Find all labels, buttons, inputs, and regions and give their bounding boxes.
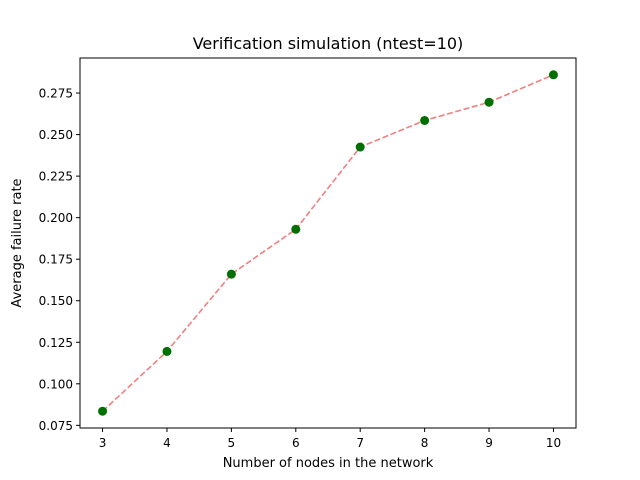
series-line — [102, 74, 554, 412]
y-tick-label: 0.275 — [39, 87, 73, 101]
x-tick-label: 5 — [228, 436, 236, 450]
data-point — [162, 346, 172, 356]
data-point — [548, 70, 558, 80]
data-point — [291, 224, 301, 234]
x-tick-label: 7 — [356, 436, 364, 450]
data-point — [226, 269, 236, 279]
x-axis-label: Number of nodes in the network — [223, 456, 434, 471]
data-point — [484, 97, 494, 107]
y-tick-label: 0.150 — [39, 294, 73, 308]
y-tick-label: 0.175 — [39, 253, 73, 267]
data-point — [355, 142, 365, 152]
x-tick-label: 8 — [421, 436, 429, 450]
data-point — [420, 115, 430, 125]
y-tick-label: 0.225 — [39, 170, 73, 184]
chart-title: Verification simulation (ntest=10) — [193, 34, 464, 53]
x-tick-label: 10 — [546, 436, 561, 450]
x-tick-label: 3 — [99, 436, 107, 450]
y-tick-label: 0.075 — [39, 419, 73, 433]
y-tick-label: 0.100 — [39, 377, 73, 391]
y-tick-label: 0.125 — [39, 336, 73, 350]
x-tick-label: 6 — [292, 436, 300, 450]
y-axis-label: Average failure rate — [10, 178, 25, 307]
x-tick-label: 4 — [163, 436, 171, 450]
x-axis-ticks: 3 4 5 6 7 8 9 10 — [99, 428, 561, 450]
x-tick-label: 9 — [485, 436, 493, 450]
series-markers — [98, 70, 558, 416]
data-point — [98, 406, 108, 416]
y-tick-label: 0.250 — [39, 128, 73, 142]
y-tick-label: 0.200 — [39, 211, 73, 225]
y-axis-ticks: 0.075 0.100 0.125 0.150 0.175 0.200 0.225 0.250… — [39, 87, 80, 433]
plot-frame — [79, 57, 577, 429]
